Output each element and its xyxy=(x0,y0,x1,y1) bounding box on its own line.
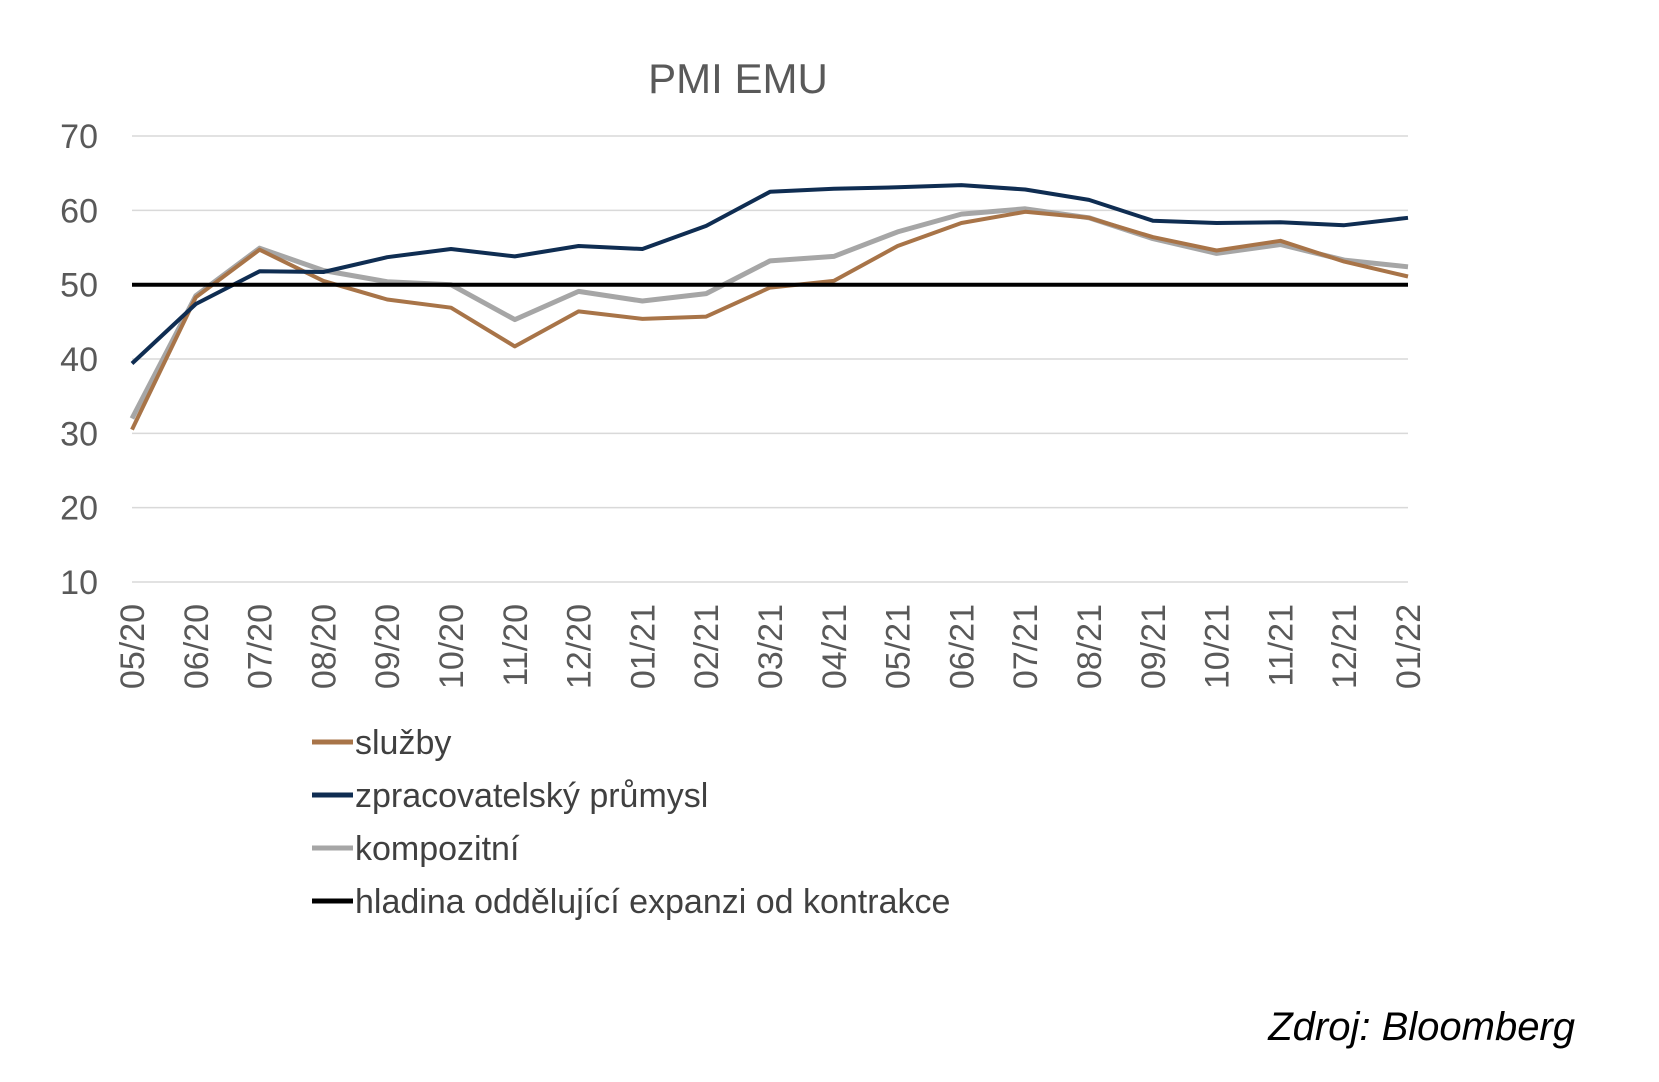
y-axis-ticks: 10 20 30 40 50 60 70 xyxy=(60,118,98,602)
x-tick-label: 09/20 xyxy=(369,604,407,689)
x-tick-label: 11/20 xyxy=(497,604,535,687)
x-tick-label: 02/21 xyxy=(688,604,726,689)
x-tick-label: 06/21 xyxy=(943,604,981,689)
x-tick-label: 10/20 xyxy=(433,604,471,689)
series-line-2 xyxy=(129,206,1409,420)
x-axis-ticks: 05/20 06/20 07/20 08/20 09/20 10/20 11/20 12/20… xyxy=(114,604,1428,689)
x-tick-label: 07/20 xyxy=(242,604,280,689)
y-tick-label: 40 xyxy=(60,341,98,379)
x-tick-label: 04/21 xyxy=(816,604,854,689)
series-lines xyxy=(129,183,1409,431)
x-tick-label: 08/20 xyxy=(305,604,343,689)
x-tick-label: 06/20 xyxy=(178,604,216,689)
legend: služby zpracovatelský průmysl kompozitní hl… xyxy=(312,724,950,921)
y-tick-label: 70 xyxy=(60,118,98,156)
legend-label-2: kompozitní xyxy=(355,830,520,868)
x-tick-label: 12/20 xyxy=(561,604,599,689)
x-tick-label: 09/21 xyxy=(1135,604,1173,689)
y-tick-label: 20 xyxy=(60,490,98,528)
y-tick-label: 30 xyxy=(60,415,98,453)
y-tick-label: 50 xyxy=(60,267,98,305)
chart-title: PMI EMU xyxy=(648,55,828,102)
legend-label-1: zpracovatelský průmysl xyxy=(355,777,708,815)
x-tick-label: 08/21 xyxy=(1071,604,1109,689)
source-label: Zdroj: Bloomberg xyxy=(1267,1005,1575,1049)
legend-label-3: hladina oddělující expanzi od kontrakce xyxy=(355,883,950,921)
x-tick-label: 05/21 xyxy=(880,604,918,689)
series-line-1 xyxy=(130,183,1409,365)
x-tick-label: 03/21 xyxy=(752,604,790,689)
y-tick-label: 10 xyxy=(60,564,98,602)
gridlines xyxy=(132,135,1408,583)
x-tick-label: 01/21 xyxy=(624,604,662,689)
x-tick-label: 05/20 xyxy=(114,604,152,689)
legend-label-0: služby xyxy=(355,724,451,762)
y-tick-label: 60 xyxy=(60,192,98,230)
x-tick-label: 07/21 xyxy=(1007,604,1045,689)
x-tick-label: 11/21 xyxy=(1262,604,1300,687)
series-line-0 xyxy=(130,209,1409,431)
x-tick-label: 10/21 xyxy=(1199,604,1237,689)
x-tick-label: 01/22 xyxy=(1390,604,1428,689)
x-tick-label: 12/21 xyxy=(1326,604,1364,689)
